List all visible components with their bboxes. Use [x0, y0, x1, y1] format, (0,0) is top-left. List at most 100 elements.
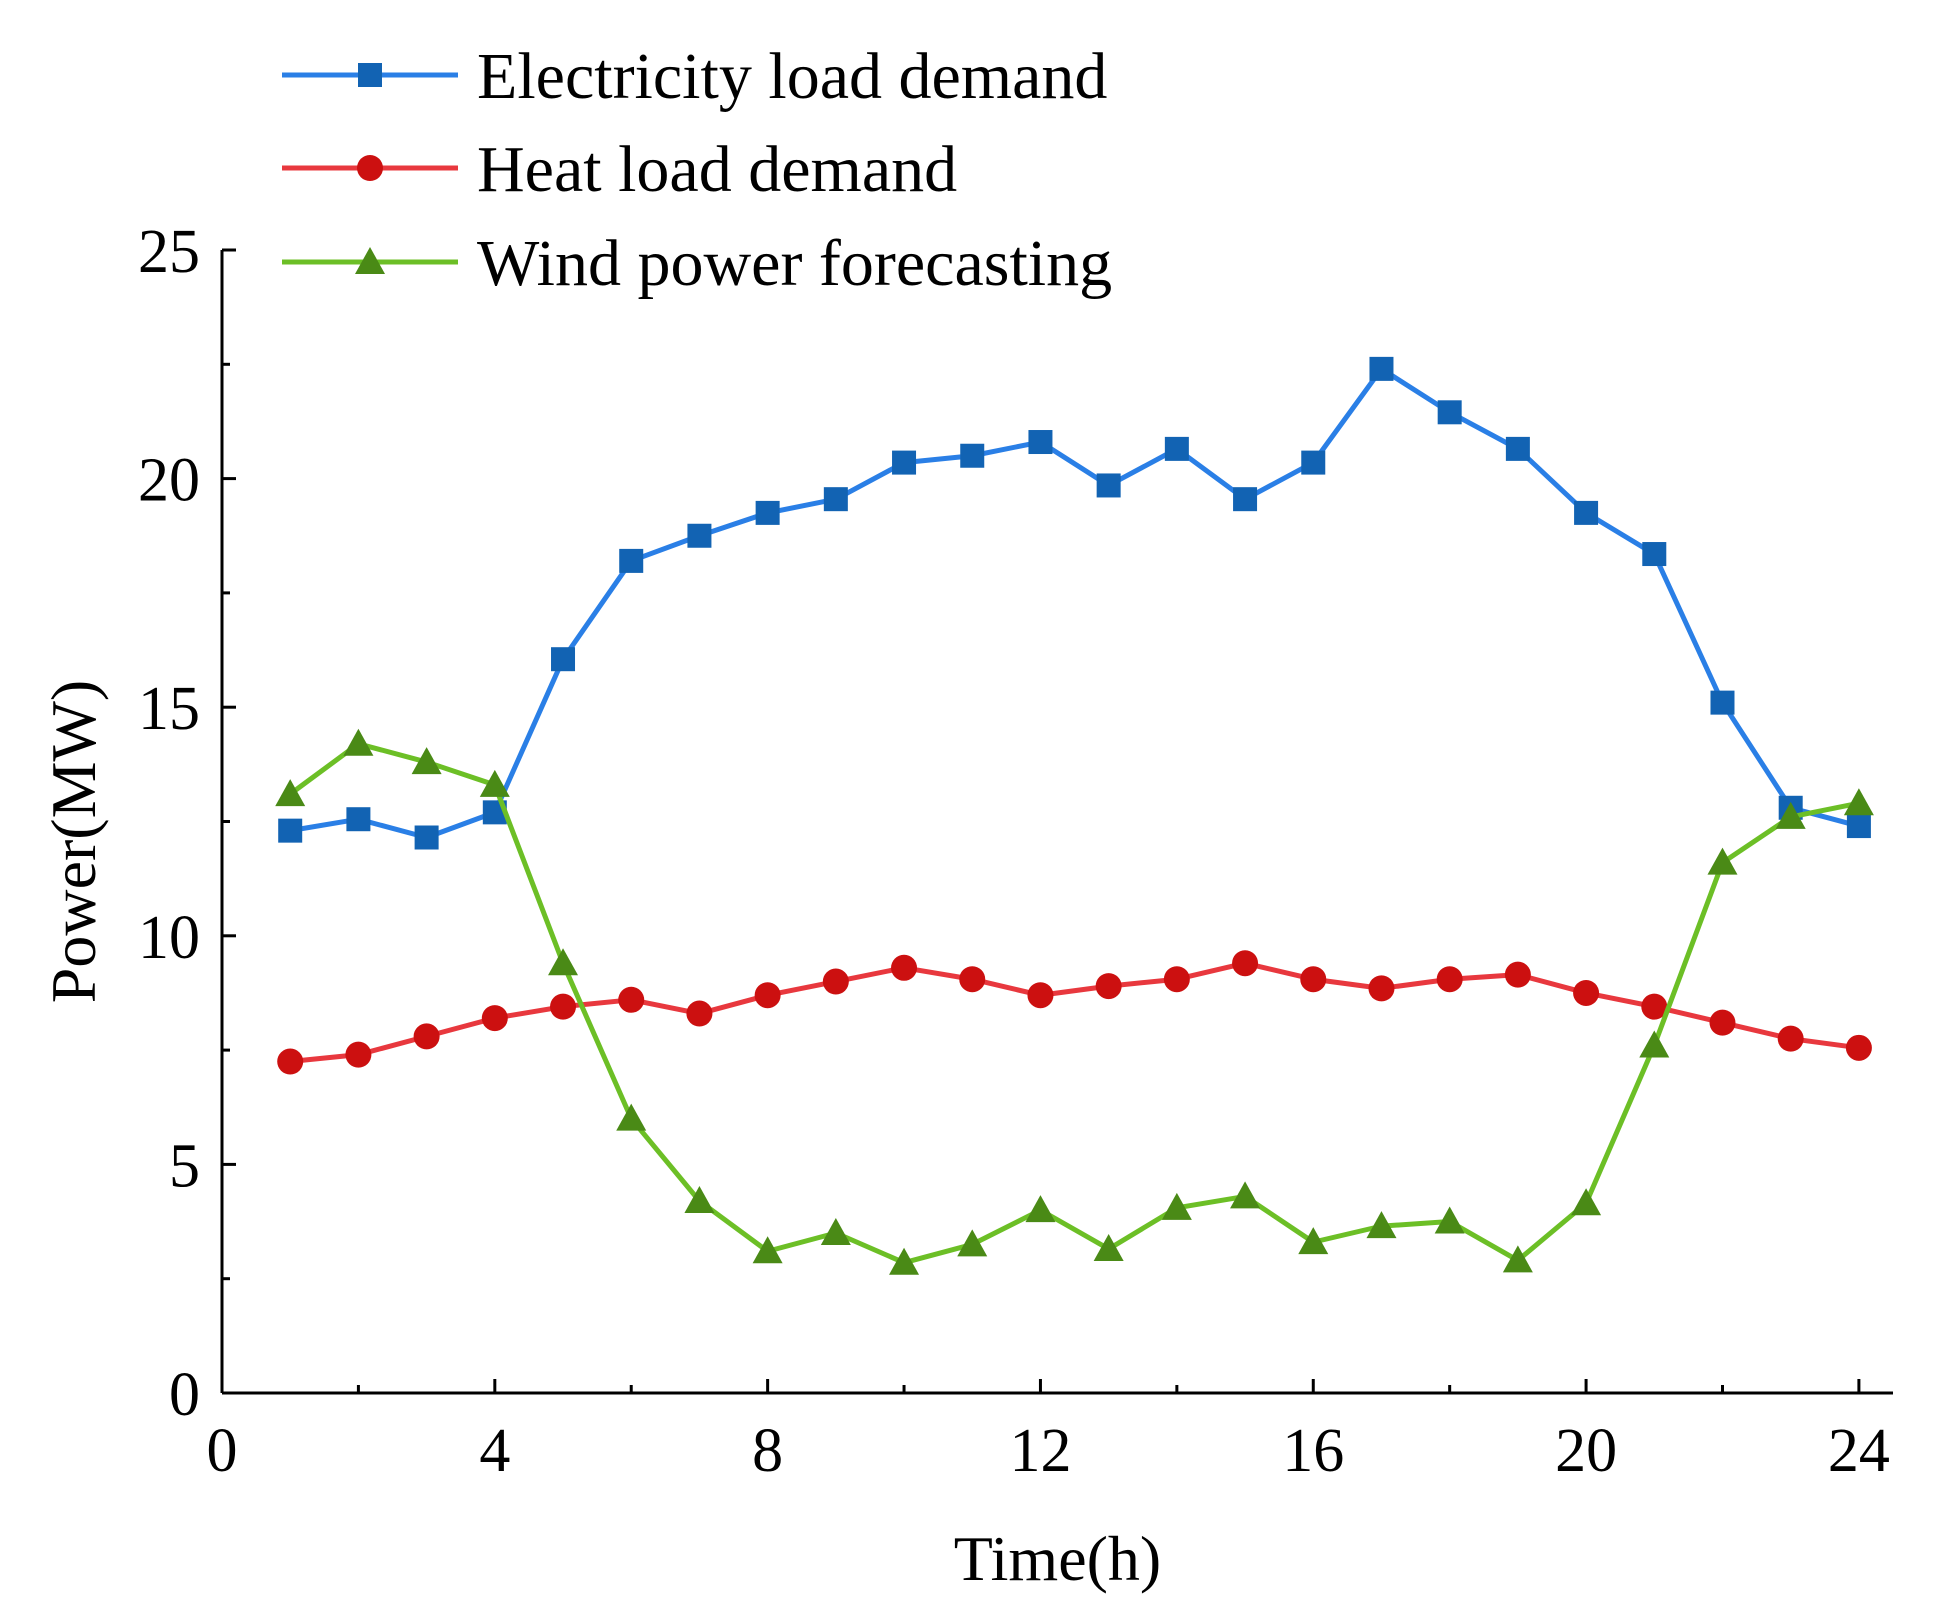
data-point	[1436, 966, 1463, 993]
data-point	[550, 993, 577, 1020]
data-point	[1843, 788, 1874, 816]
data-point	[413, 1023, 440, 1050]
data-point	[684, 1185, 715, 1213]
data-point	[414, 825, 439, 850]
y-tick-label: 15	[138, 675, 200, 743]
data-point	[1845, 1034, 1872, 1061]
series-line	[288, 741, 1860, 1266]
legend-marker	[358, 63, 382, 87]
data-point	[343, 728, 374, 756]
data-point	[1709, 1009, 1736, 1036]
data-point	[619, 548, 644, 573]
legend-label: Electricity load demand	[477, 40, 1107, 113]
y-tick-label: 25	[138, 218, 200, 286]
data-point	[481, 1005, 508, 1032]
data-point	[1502, 1245, 1533, 1273]
data-point	[1027, 982, 1054, 1009]
data-point	[278, 818, 303, 843]
data-point	[1028, 430, 1053, 455]
data-point	[1164, 436, 1189, 461]
data-point	[1573, 979, 1600, 1006]
data-point	[1846, 814, 1871, 839]
x-tick-label: 16	[1282, 1417, 1344, 1485]
data-point	[1230, 1181, 1261, 1209]
data-point	[1574, 500, 1599, 525]
y-tick-label: 0	[169, 1361, 200, 1429]
legend-marker	[357, 155, 383, 181]
data-point	[687, 523, 712, 548]
data-point	[960, 443, 985, 468]
data-point	[1161, 1192, 1192, 1220]
data-point	[1775, 801, 1806, 829]
data-point	[1437, 400, 1462, 425]
data-point	[1025, 1195, 1056, 1223]
data-point	[1639, 1030, 1670, 1058]
legend-item: Wind power forecasting	[282, 227, 1112, 300]
data-point	[959, 966, 986, 993]
data-point	[752, 1236, 783, 1264]
data-point	[345, 1041, 372, 1068]
data-point	[889, 1247, 920, 1275]
data-point	[618, 986, 645, 1013]
data-point	[1093, 1233, 1124, 1261]
data-point	[755, 500, 780, 525]
data-point	[1504, 961, 1531, 988]
data-point	[1707, 847, 1738, 875]
data-point	[479, 769, 510, 797]
data-point	[957, 1229, 988, 1257]
data-point	[1232, 950, 1259, 977]
x-tick-label: 0	[207, 1417, 238, 1485]
y-tick-label: 10	[138, 904, 200, 972]
data-point	[1571, 1188, 1602, 1216]
legend-item: Heat load demand	[282, 133, 957, 206]
data-point	[1301, 450, 1326, 475]
axes: 0 4 8 12 16 20 24 0 5 10 15 20 25 Time(h) Power(MW)	[38, 218, 1893, 1594]
data-point	[411, 747, 442, 775]
data-point	[820, 1217, 851, 1245]
data-point	[1300, 966, 1327, 993]
data-point	[1710, 690, 1735, 715]
data-point	[1163, 966, 1190, 993]
legend: Electricity load demand Heat load demand W…	[282, 40, 1112, 300]
data-point	[754, 982, 781, 1009]
data-point	[1368, 975, 1395, 1002]
legend-label: Wind power forecasting	[477, 227, 1112, 300]
data-point	[823, 487, 848, 512]
data-point	[686, 1000, 713, 1027]
data-point	[1777, 1025, 1804, 1052]
data-point	[277, 1048, 304, 1075]
x-tick-label: 4	[479, 1417, 510, 1485]
series-triangle	[275, 728, 1874, 1275]
data-point	[891, 954, 918, 981]
data-point	[892, 450, 917, 475]
legend-item: Electricity load demand	[282, 40, 1107, 113]
data-point	[275, 779, 306, 807]
data-point	[1505, 436, 1530, 461]
legend-marker	[355, 247, 385, 274]
data-point	[1641, 993, 1668, 1020]
x-tick-label: 12	[1009, 1417, 1071, 1485]
data-point	[346, 807, 371, 832]
data-point	[1366, 1211, 1397, 1239]
x-tick-label: 20	[1555, 1417, 1617, 1485]
data-point	[1095, 973, 1122, 1000]
data-point	[1233, 487, 1258, 512]
x-tick-label: 8	[752, 1417, 783, 1485]
data-point	[551, 647, 576, 672]
x-tick-label: 24	[1828, 1417, 1890, 1485]
y-tick-label: 20	[138, 447, 200, 515]
x-axis-title: Time(h)	[954, 1523, 1161, 1594]
series-square	[278, 356, 1871, 850]
data-point	[616, 1103, 647, 1131]
legend-label: Heat load demand	[477, 133, 957, 206]
data-point	[548, 948, 579, 976]
series-line	[289, 366, 1860, 841]
data-point	[1298, 1227, 1329, 1255]
data-point	[1096, 473, 1121, 498]
series-circle	[277, 950, 1872, 1075]
data-point	[1642, 542, 1667, 567]
y-axis-title: Power(MW)	[38, 680, 109, 1003]
y-tick-label: 5	[169, 1132, 200, 1200]
